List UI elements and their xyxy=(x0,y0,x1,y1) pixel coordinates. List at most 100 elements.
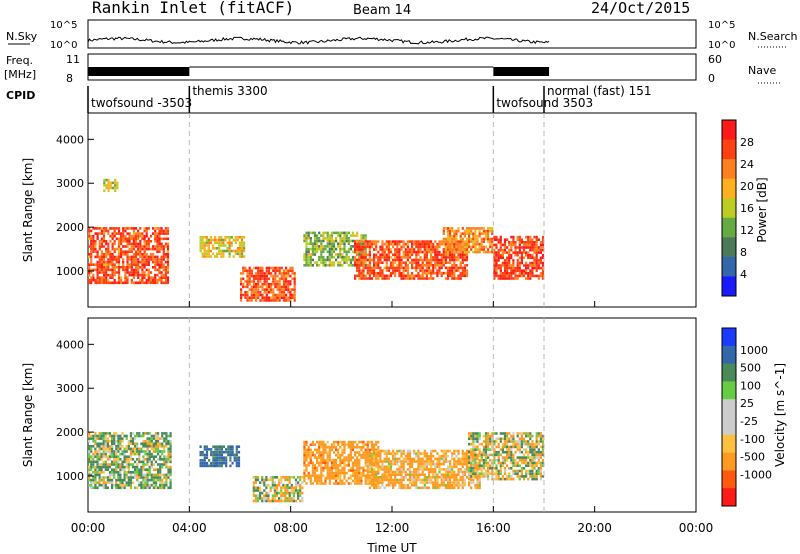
echo-cell xyxy=(510,453,513,457)
echo-cell xyxy=(341,258,344,262)
echo-cell xyxy=(284,499,287,503)
echo-cell xyxy=(123,450,126,453)
echo-cell xyxy=(406,277,409,280)
echo-cell xyxy=(421,242,424,246)
echo-cell xyxy=(240,293,243,297)
date-label: 24/Oct/2015 xyxy=(591,0,690,17)
echo-cell xyxy=(152,483,155,487)
echo-cell xyxy=(124,253,127,256)
echo-cell xyxy=(328,474,331,477)
echo-cell xyxy=(379,253,382,257)
echo-cell xyxy=(379,452,382,455)
echo-cell xyxy=(398,457,401,461)
echo-cell xyxy=(358,471,361,475)
velocity-colorbar-frame xyxy=(721,327,737,507)
echo-cell xyxy=(255,296,258,299)
echo-cell xyxy=(115,455,118,458)
echo-cell xyxy=(150,452,153,456)
echo-cell xyxy=(156,263,159,266)
echo-cell xyxy=(368,460,371,463)
echo-cell xyxy=(98,437,101,440)
echo-cell xyxy=(90,255,93,259)
echo-cell xyxy=(474,432,477,435)
echo-cell xyxy=(111,437,114,440)
echo-cell xyxy=(156,260,159,264)
echo-cell xyxy=(255,282,258,286)
echo-cell xyxy=(259,277,262,281)
echo-cell xyxy=(377,476,380,479)
echo-cell xyxy=(404,476,407,479)
echo-cell xyxy=(516,440,519,443)
echo-cell xyxy=(141,268,144,272)
echo-cell xyxy=(379,478,382,482)
echo-cell xyxy=(455,248,458,251)
echo-cell xyxy=(313,239,317,243)
echo-cell xyxy=(451,277,454,280)
echo-cell xyxy=(167,452,170,456)
echo-cell xyxy=(516,269,519,272)
echo-cell xyxy=(506,269,509,272)
echo-cell xyxy=(465,449,469,453)
echo-cell xyxy=(282,280,286,283)
echo-cell xyxy=(476,486,479,490)
echo-cell xyxy=(328,453,331,457)
echo-cell xyxy=(415,274,418,278)
echo-cell xyxy=(119,481,122,484)
echo-cell xyxy=(379,248,382,251)
echo-cell xyxy=(166,245,170,248)
echo-cell xyxy=(150,465,153,469)
echo-cell xyxy=(413,240,416,243)
echo-cell xyxy=(158,266,161,269)
echo-cell xyxy=(138,476,141,479)
echo-cell xyxy=(432,248,435,251)
echo-cell xyxy=(455,483,458,487)
echo-cell xyxy=(453,277,456,280)
echo-cell xyxy=(259,266,262,270)
echo-cell xyxy=(339,471,342,475)
echo-cell xyxy=(362,274,365,278)
echo-cell xyxy=(261,296,264,299)
echo-cell xyxy=(278,280,281,283)
echo-cell xyxy=(415,470,418,474)
echo-cell xyxy=(159,455,162,458)
echo-cell xyxy=(161,437,164,440)
echo-cell xyxy=(96,263,99,266)
echo-cell xyxy=(326,234,329,237)
echo-cell xyxy=(307,464,310,467)
echo-cell xyxy=(383,274,386,278)
echo-cell xyxy=(105,263,108,266)
echo-cell xyxy=(125,473,128,477)
echo-cell xyxy=(345,464,348,467)
echo-cell xyxy=(127,442,130,446)
echo-cell xyxy=(400,248,403,251)
echo-cell xyxy=(88,439,91,443)
echo-cell xyxy=(343,464,346,467)
echo-cell xyxy=(525,448,528,451)
echo-cell xyxy=(167,471,170,474)
echo-cell xyxy=(432,269,435,272)
echo-cell xyxy=(459,266,462,270)
echo-cell xyxy=(303,237,306,240)
echo-cell xyxy=(525,269,528,272)
echo-cell xyxy=(419,274,422,278)
echo-cell xyxy=(212,453,215,457)
echo-cell xyxy=(525,277,528,280)
velocity-colorbar-tick: 100 xyxy=(740,379,761,392)
echo-cell xyxy=(541,461,545,465)
echo-cell xyxy=(356,464,359,467)
echo-cell xyxy=(106,442,109,446)
echo-cell xyxy=(529,261,532,265)
echo-cell xyxy=(413,277,416,280)
echo-cell xyxy=(220,241,223,245)
echo-cell xyxy=(356,461,359,465)
echo-cell xyxy=(121,452,124,456)
echo-cell xyxy=(442,483,445,487)
echo-cell xyxy=(373,460,376,463)
echo-cell xyxy=(148,445,151,448)
echo-cell xyxy=(484,453,488,457)
echo-cell xyxy=(533,259,536,262)
echo-cell xyxy=(535,472,538,475)
echo-cell xyxy=(157,476,160,479)
echo-cell xyxy=(238,255,241,258)
echo-cell xyxy=(394,253,397,257)
